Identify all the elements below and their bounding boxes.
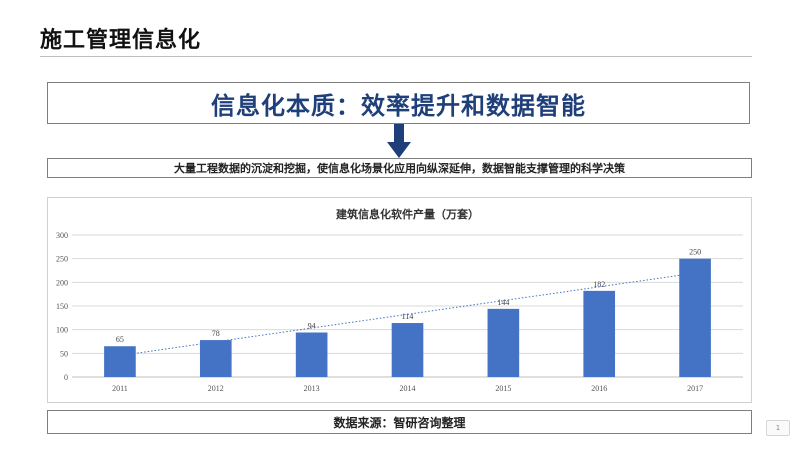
x-tick-label: 2016: [591, 384, 607, 393]
data-label: 94: [308, 322, 316, 331]
x-tick-label: 2013: [304, 384, 320, 393]
data-label: 144: [497, 298, 509, 307]
page-number: 1: [766, 420, 790, 436]
bar: [487, 308, 520, 377]
y-tick-label: 100: [56, 326, 68, 335]
chart-title: 建筑信息化软件产量（万套）: [336, 207, 479, 221]
subline-text: 大量工程数据的沉淀和挖掘，使信息化场景化应用向纵深延伸，数据智能支撑管理的科学决…: [174, 162, 625, 175]
y-tick-label: 0: [64, 373, 68, 382]
bar: [391, 323, 424, 377]
x-tick-label: 2012: [208, 384, 224, 393]
x-tick-label: 2017: [687, 384, 703, 393]
bar: [583, 290, 616, 377]
bar: [679, 258, 711, 377]
arrow-down-icon: [387, 124, 411, 158]
y-tick-label: 300: [56, 231, 68, 240]
x-tick-label: 2014: [400, 384, 416, 393]
page-title: 施工管理信息化: [40, 28, 202, 53]
source-text: 数据来源：智研咨询整理: [333, 415, 466, 430]
headline-box: 信息化本质：效率提升和数据智能: [47, 82, 750, 124]
bar: [104, 346, 136, 377]
bar: [199, 340, 232, 377]
title-divider: [40, 56, 752, 57]
trendline: [119, 272, 696, 357]
data-label: 250: [689, 248, 701, 257]
y-tick-label: 50: [60, 349, 68, 358]
y-tick-label: 150: [56, 302, 68, 311]
data-label: 114: [402, 312, 414, 321]
data-label: 78: [212, 329, 220, 338]
y-tick-label: 250: [56, 255, 68, 264]
source-box: 数据来源：智研咨询整理: [47, 410, 752, 434]
bar-chart: 建筑信息化软件产量（万套） 0 50 100 150 200 250 300 65 2011 78 2…: [56, 207, 743, 393]
chart-panel: 建筑信息化软件产量（万套） 0 50 100 150 200 250 300 65 2011 78 2…: [47, 197, 752, 403]
bar: [295, 332, 328, 377]
data-label: 182: [593, 280, 605, 289]
headline-text: 信息化本质：效率提升和数据智能: [211, 91, 586, 120]
x-tick-label: 2011: [112, 384, 128, 393]
subline-box: 大量工程数据的沉淀和挖掘，使信息化场景化应用向纵深延伸，数据智能支撑管理的科学决…: [47, 158, 752, 178]
x-tick-label: 2015: [495, 384, 511, 393]
data-label: 65: [116, 335, 124, 344]
y-tick-label: 200: [56, 278, 68, 287]
